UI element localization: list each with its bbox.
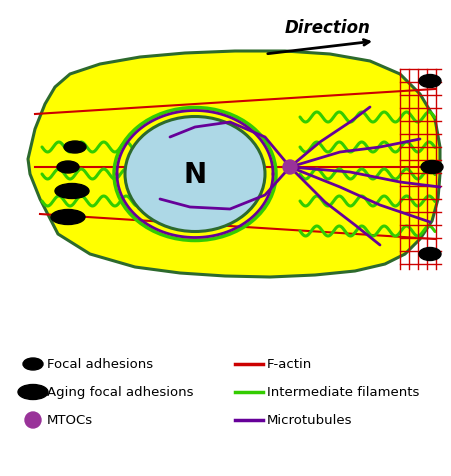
Ellipse shape bbox=[57, 162, 79, 174]
Ellipse shape bbox=[23, 358, 43, 370]
Text: Focal adhesions: Focal adhesions bbox=[47, 358, 153, 371]
Circle shape bbox=[25, 412, 41, 428]
Ellipse shape bbox=[18, 385, 48, 400]
Ellipse shape bbox=[64, 142, 86, 154]
Text: N: N bbox=[184, 161, 207, 188]
Text: F-actin: F-actin bbox=[267, 358, 312, 371]
Polygon shape bbox=[28, 52, 440, 278]
Text: Direction: Direction bbox=[285, 19, 371, 37]
Ellipse shape bbox=[419, 248, 441, 261]
Ellipse shape bbox=[125, 117, 265, 232]
Ellipse shape bbox=[51, 210, 85, 225]
Text: MTOCs: MTOCs bbox=[47, 414, 93, 426]
Text: Intermediate filaments: Intermediate filaments bbox=[267, 386, 419, 399]
Ellipse shape bbox=[55, 184, 89, 199]
Text: Microtubules: Microtubules bbox=[267, 414, 353, 426]
Circle shape bbox=[283, 161, 297, 175]
Ellipse shape bbox=[419, 75, 441, 89]
Text: Aging focal adhesions: Aging focal adhesions bbox=[47, 386, 193, 399]
Ellipse shape bbox=[421, 161, 443, 174]
